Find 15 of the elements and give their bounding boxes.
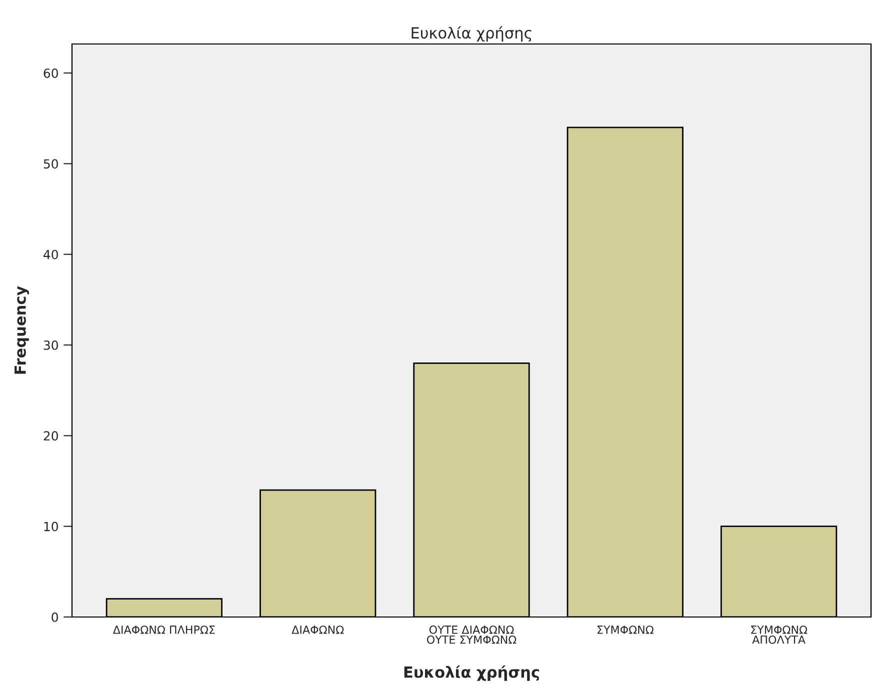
y-tick-label: 50 (44, 159, 58, 169)
chart-title: Ευκολία χρήσης (412, 26, 532, 42)
x-tick-label: ΔΙΑΦΩΝΩ ΠΛΗΡΩΣ (112, 626, 215, 634)
x-tick-label: ΔΙΑΦΩΝΩ (292, 626, 344, 634)
y-tick-label: 30 (44, 340, 58, 350)
y-tick-label: 0 (52, 612, 58, 622)
x-tick-label: ΟΥΤΕ ΔΙΑΦΩΝΩ ΟΥΤΕ ΣΥΜΦΩΝΩ (426, 626, 516, 644)
y-tick-label: 60 (44, 68, 58, 78)
y-tick-label: 10 (44, 522, 58, 532)
x-axis-title: Ευκολία χρήσης (404, 665, 539, 681)
y-tick-label: 20 (44, 431, 58, 441)
y-axis-title: Frequency (14, 286, 30, 374)
y-tick-label: 40 (44, 250, 58, 260)
x-tick-label: ΣΥΜΦΩΝΩ (598, 626, 654, 634)
x-tick-label: ΣΥΜΦΩΝΩ ΑΠΟΛΥΤΑ (751, 626, 808, 644)
